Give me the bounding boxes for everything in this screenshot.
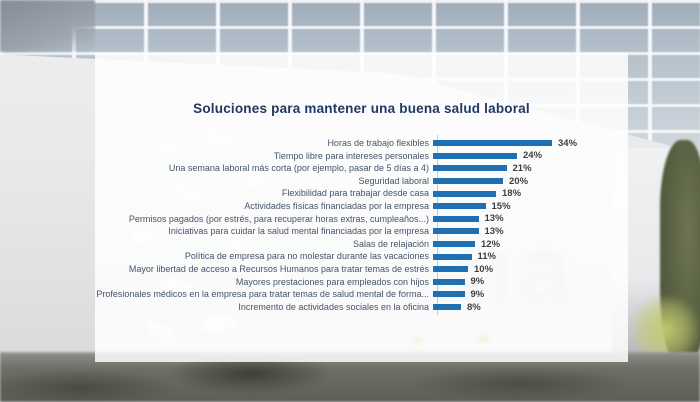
bar-rows: Horas de trabajo flexibles 34% Tiempo libr… xyxy=(95,137,628,313)
bar xyxy=(433,304,461,311)
category-label: Una semana laboral más corta (por ejempl… xyxy=(168,163,429,174)
value-label: 9% xyxy=(470,276,485,288)
bar-row: Iniciativas para cuidar la salud mental … xyxy=(95,225,628,238)
category-label: Incremento de actividades sociales en la… xyxy=(238,301,429,312)
category-label: Flexibilidad para trabajar desde casa xyxy=(281,188,429,199)
bar-row: Actividades físicas financiadas por la e… xyxy=(95,200,628,213)
bar-row: Política de empresa para no molestar dur… xyxy=(95,250,628,263)
category-label: Permisos pagados (por estrés, para recup… xyxy=(128,213,429,224)
bar xyxy=(433,266,468,273)
bar-row: Incremento de actividades sociales en la… xyxy=(95,301,628,314)
value-label: 12% xyxy=(481,238,501,250)
bar xyxy=(433,278,465,285)
bar-row: Flexibilidad para trabajar desde casa 18% xyxy=(95,187,628,200)
value-label: 18% xyxy=(502,188,522,200)
y-axis-line xyxy=(437,135,438,315)
bar-row: Seguridad laboral 20% xyxy=(95,175,628,188)
category-label: Actividades físicas financiadas por la e… xyxy=(244,200,429,211)
bar-row: Permisos pagados (por estrés, para recup… xyxy=(95,213,628,226)
bar xyxy=(433,253,472,260)
category-label: Iniciativas para cuidar la salud mental … xyxy=(168,226,429,237)
bar-row: Profesionales médicos en la empresa para… xyxy=(95,288,628,301)
bar xyxy=(433,241,475,248)
bar-row: Mayores prestaciones para empleados con … xyxy=(95,276,628,289)
bar-row: Horas de trabajo flexibles 34% xyxy=(95,137,628,150)
bar xyxy=(433,228,479,235)
bar xyxy=(433,190,496,197)
category-label: Mayores prestaciones para empleados con … xyxy=(235,276,429,287)
value-label: 9% xyxy=(470,288,485,300)
category-label: Seguridad laboral xyxy=(358,175,429,186)
category-label: Política de empresa para no molestar dur… xyxy=(184,251,429,262)
bar-row: Una semana laboral más corta (por ejempl… xyxy=(95,162,628,175)
value-label: 15% xyxy=(491,200,511,212)
bar-row: Salas de relajación 12% xyxy=(95,238,628,251)
value-label: 8% xyxy=(467,301,481,313)
value-label: 13% xyxy=(484,225,504,237)
chart-panel: Soluciones para mantener una buena salud… xyxy=(95,53,628,362)
category-label: Tiempo libre para intereses personales xyxy=(273,150,429,161)
bar xyxy=(433,215,479,222)
value-label: 10% xyxy=(474,263,494,275)
value-label: 13% xyxy=(484,213,504,225)
value-label: 20% xyxy=(509,175,529,187)
category-label: Profesionales médicos en la empresa para… xyxy=(96,289,429,300)
chart-title: Soluciones para mantener una buena salud… xyxy=(193,101,530,116)
bar-row: Mayor libertad de acceso a Recursos Huma… xyxy=(95,263,628,276)
value-label: 21% xyxy=(512,162,532,174)
value-label: 34% xyxy=(558,137,578,149)
bar-row: Tiempo libre para intereses personales 24… xyxy=(95,150,628,163)
bar xyxy=(433,291,465,298)
facade-dark-corner xyxy=(0,0,95,52)
category-label: Mayor libertad de acceso a Recursos Huma… xyxy=(128,263,429,274)
category-label: Salas de relajación xyxy=(352,238,429,249)
bar xyxy=(433,178,503,185)
value-label: 24% xyxy=(523,150,543,162)
bar xyxy=(433,152,517,159)
value-label: 11% xyxy=(477,251,497,263)
bar xyxy=(433,203,486,210)
bar xyxy=(433,165,507,172)
bar xyxy=(433,140,552,147)
category-label: Horas de trabajo flexibles xyxy=(327,138,429,148)
